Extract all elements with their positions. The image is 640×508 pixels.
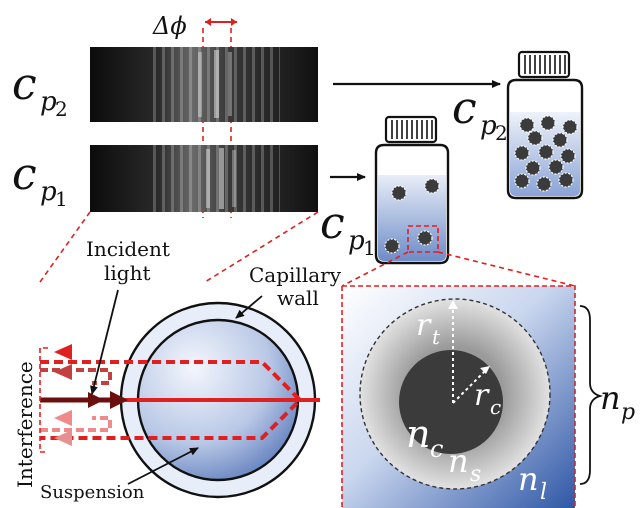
svg-text:2: 2 [55, 97, 68, 121]
cp2-label-left: c p 2 [12, 59, 68, 121]
n-p-brace [579, 305, 604, 485]
cp1-label-left: c p 1 [12, 149, 68, 211]
svg-text:p: p [40, 87, 57, 117]
svg-text:c: c [430, 435, 443, 463]
delta-phi-label: Δϕ [152, 12, 187, 40]
suspension-label: Suspension [40, 482, 145, 503]
n-l-label: n l [518, 460, 547, 505]
svg-text:n: n [406, 412, 430, 456]
incident-light-label-1: Incident [86, 237, 170, 261]
svg-text:c: c [320, 198, 345, 249]
vial-cp2 [506, 50, 584, 200]
svg-text:p: p [40, 177, 57, 207]
svg-text:l: l [540, 480, 547, 505]
svg-text:1: 1 [363, 236, 376, 260]
interference-strip-cp2 [90, 47, 318, 122]
capillary-wall-label-2: wall [277, 286, 319, 310]
svg-text:c: c [12, 59, 37, 110]
svg-text:p: p [621, 400, 635, 425]
svg-text:p: p [480, 111, 497, 141]
suspension-pointer [127, 447, 199, 485]
particles-cp1 [384, 178, 440, 254]
svg-text:r: r [416, 308, 432, 343]
n-p-label: n p [600, 379, 635, 425]
n-s-label: n s [448, 442, 481, 487]
svg-text:2: 2 [495, 121, 508, 145]
capillary-wall-pointer [235, 295, 263, 319]
svg-text:r: r [474, 378, 490, 413]
svg-text:n: n [518, 460, 539, 498]
interference-bracket [39, 347, 48, 453]
cp2-label-right: c p 2 [452, 83, 508, 145]
svg-text:n: n [448, 442, 469, 480]
cp1-label-right: c p 1 [320, 198, 376, 260]
beam-arrowheads [54, 344, 128, 446]
svg-text:c: c [490, 395, 501, 419]
interference-strip-cp1 [90, 145, 318, 212]
r-t-label: r t [416, 308, 441, 349]
r-c-label: r c [474, 378, 501, 419]
particles-cp2 [514, 115, 578, 192]
capillary-wall-label-1: Capillary [249, 263, 342, 287]
svg-text:t: t [432, 325, 441, 349]
particle-zoom-panel [341, 285, 576, 508]
n-c-label: n c [406, 412, 443, 463]
svg-text:n: n [600, 379, 621, 417]
svg-text:c: c [452, 83, 477, 134]
incident-light-label-2: light [104, 261, 151, 285]
svg-text:s: s [470, 462, 481, 487]
light-beams [40, 360, 320, 440]
svg-text:1: 1 [55, 187, 68, 211]
svg-text:p: p [348, 226, 365, 256]
interference-label: Interference [13, 361, 37, 488]
incident-light-pointer [90, 289, 119, 395]
vial-cp1 [374, 115, 450, 265]
zoom-lines [39, 211, 576, 287]
svg-text:c: c [12, 149, 37, 200]
